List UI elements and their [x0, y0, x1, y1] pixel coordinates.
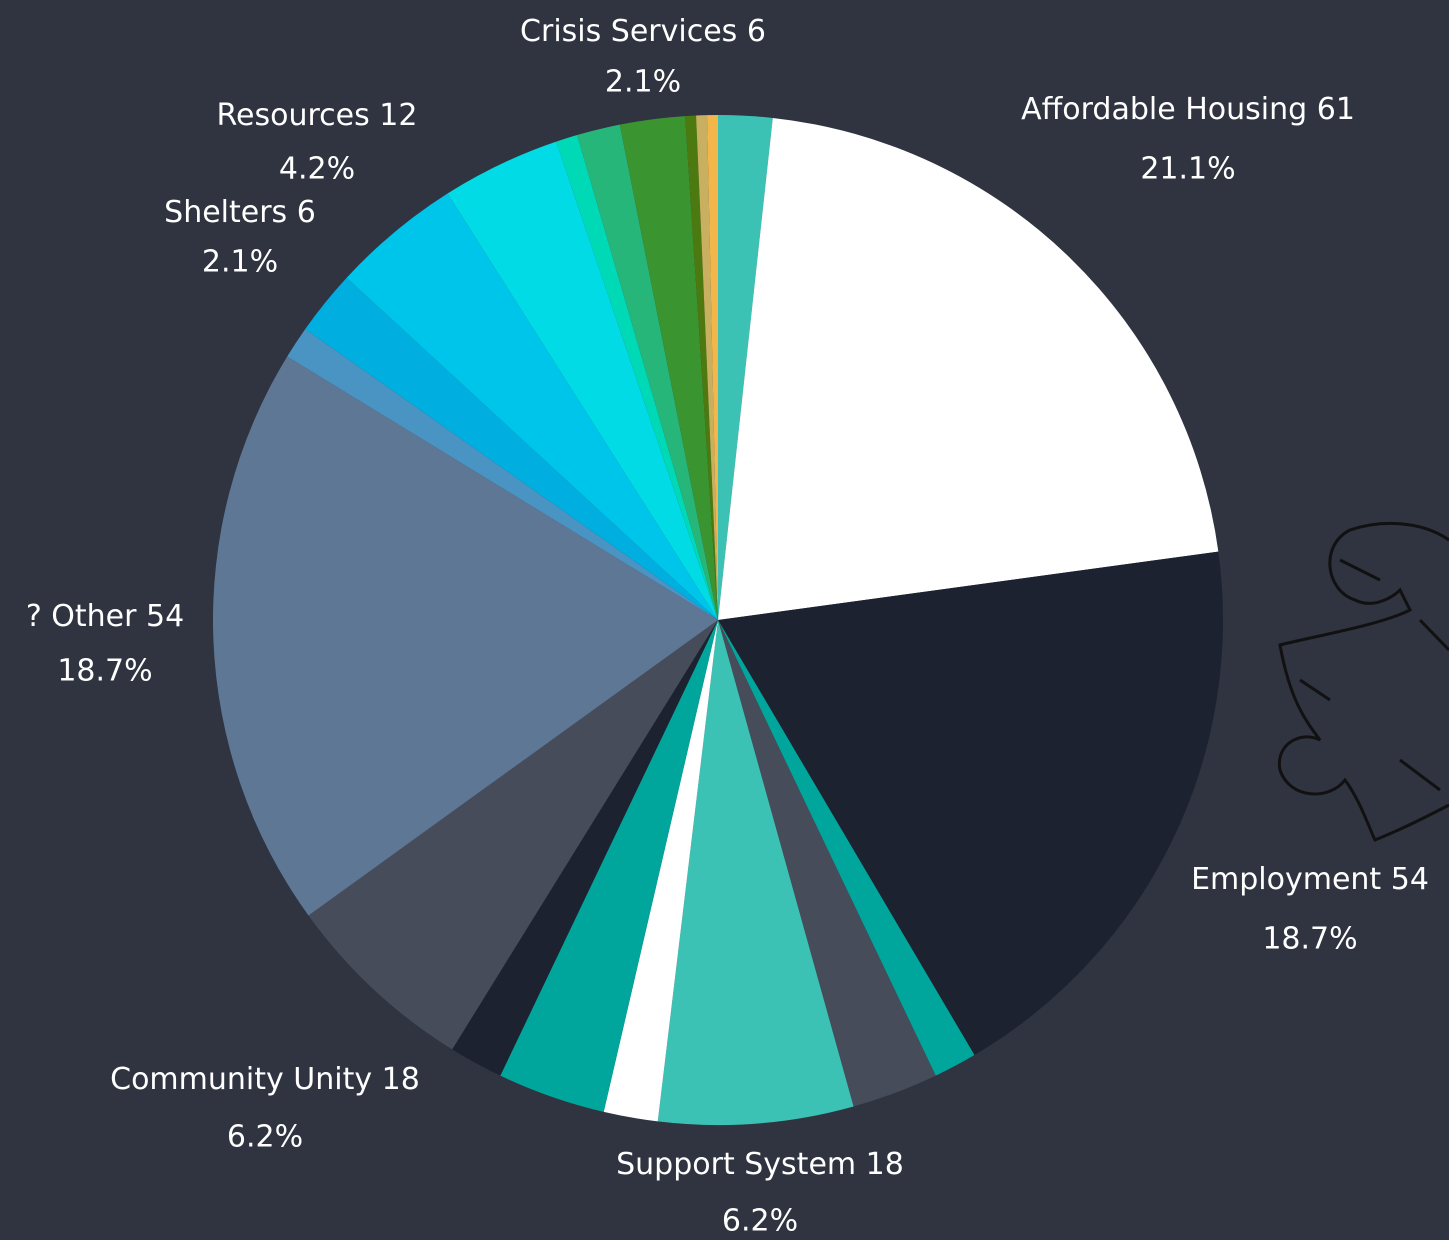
- slice-percent: 18.7%: [1262, 922, 1357, 957]
- slice-label: Support System 18: [616, 1147, 904, 1182]
- slice-label: Shelters 6: [164, 195, 316, 230]
- slice-percent: 2.1%: [605, 65, 681, 100]
- slice-value: 18: [866, 1147, 904, 1182]
- slice-value: 6: [297, 195, 316, 230]
- slice: [287, 328, 718, 620]
- slice: [305, 277, 718, 620]
- slice-label: Resources 12: [217, 98, 418, 133]
- slice-category: Support System: [616, 1147, 856, 1182]
- slice: [308, 620, 718, 1050]
- slice: [500, 620, 718, 1112]
- slice: [212, 356, 719, 916]
- slice: [452, 620, 718, 1076]
- slice: [707, 115, 718, 620]
- slice: [657, 620, 854, 1125]
- labels: Affordable Housing 61 21.1% Employment 54 1…: [26, 14, 1429, 1239]
- slice-value: 54: [1391, 862, 1429, 897]
- slice-value: 18: [382, 1062, 420, 1097]
- slice-label: Affordable Housing 61: [1021, 92, 1355, 127]
- slice-category: ? Other: [26, 599, 137, 634]
- slice: [577, 124, 718, 621]
- slice: [556, 135, 718, 620]
- slice: [346, 193, 718, 620]
- slice-percent: 18.7%: [57, 654, 152, 689]
- slice-value: 6: [747, 14, 766, 49]
- slice-category: Affordable Housing: [1021, 92, 1307, 127]
- slice: [447, 141, 718, 621]
- pie: [212, 115, 1223, 1125]
- puzzle-icon: [1277, 522, 1449, 842]
- slice: [718, 551, 1223, 1056]
- slice-category: Community Unity: [110, 1062, 372, 1097]
- slice-value: 54: [146, 599, 184, 634]
- slice-value: 12: [379, 98, 417, 133]
- slice-label: Crisis Services 6: [520, 14, 766, 49]
- slice-percent: 6.2%: [722, 1204, 798, 1239]
- slice-category: Employment: [1191, 862, 1381, 897]
- slice: [603, 620, 718, 1122]
- slice-category: Shelters: [164, 195, 287, 230]
- slice: [718, 115, 773, 620]
- slice-label: ? Other 54: [26, 599, 184, 634]
- slice-category: Crisis Services: [520, 14, 737, 49]
- slice-category: Resources: [217, 98, 370, 133]
- slice: [718, 117, 1219, 620]
- slice: [619, 116, 718, 620]
- slice-label: Community Unity 18: [110, 1062, 420, 1097]
- slice: [696, 115, 718, 620]
- slice-value: 61: [1317, 92, 1355, 127]
- slice-percent: 6.2%: [227, 1120, 303, 1155]
- slice: [718, 620, 975, 1076]
- slice-percent: 4.2%: [279, 152, 355, 187]
- slice-percent: 21.1%: [1140, 152, 1235, 187]
- slice-percent: 2.1%: [202, 245, 278, 280]
- slice: [685, 115, 718, 620]
- slice-label: Employment 54: [1191, 862, 1429, 897]
- slice: [718, 620, 936, 1107]
